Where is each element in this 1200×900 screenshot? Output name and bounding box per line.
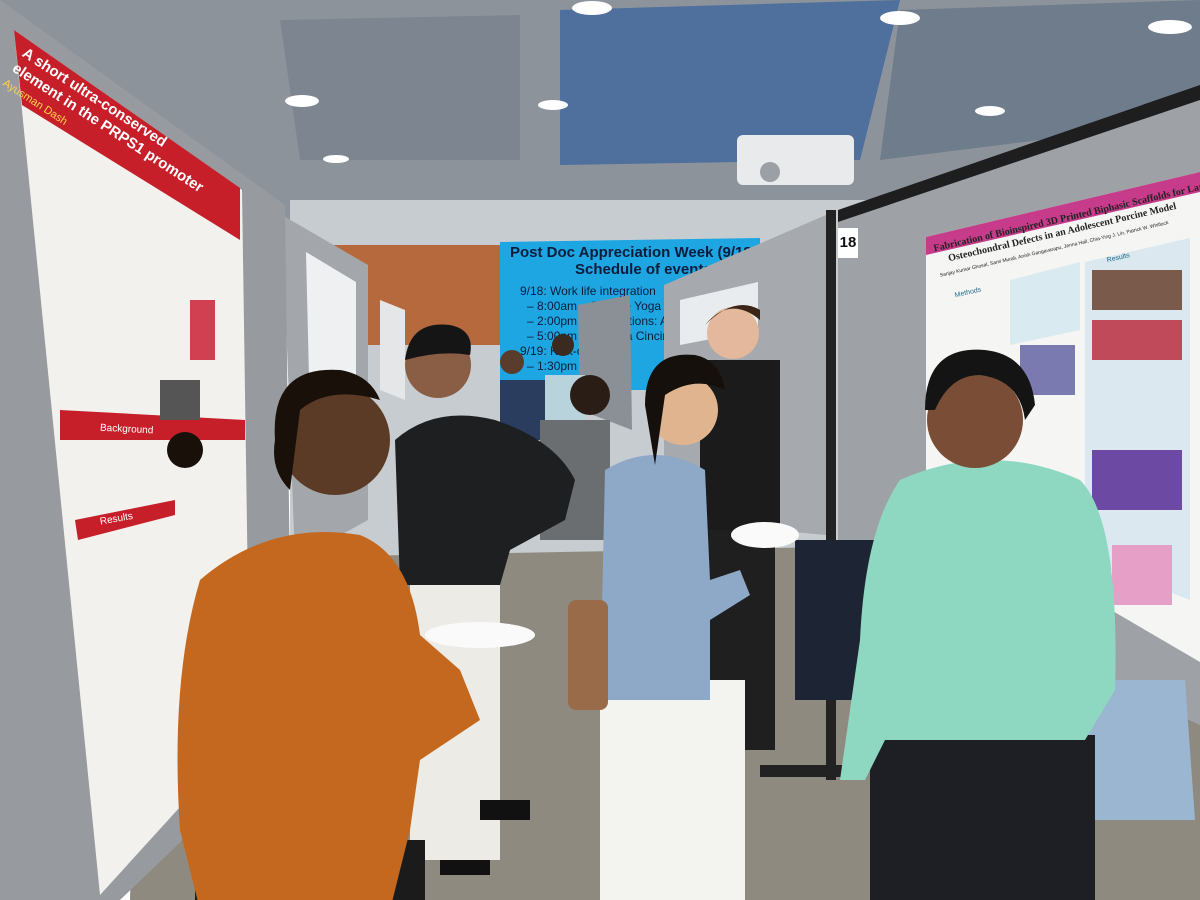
shape-circle — [500, 350, 524, 374]
shape-rect — [568, 600, 608, 710]
screen-subtitle: Schedule of events — [575, 261, 712, 278]
shape-path — [840, 460, 1116, 780]
shape-path — [705, 305, 760, 325]
shape-polygon — [1010, 262, 1080, 345]
shape-ellipse — [731, 522, 799, 548]
shape-ellipse — [538, 100, 568, 110]
shape-path — [500, 380, 545, 440]
screen-title: Post Doc Appreciation Week (9/18-9/2 — [510, 244, 778, 261]
shape-ellipse — [975, 106, 1005, 116]
shape-rect — [1092, 450, 1182, 510]
woman-blue-shirt — [568, 354, 799, 900]
shape-path — [700, 360, 780, 530]
shape-rect — [870, 735, 1095, 900]
shape-ellipse — [425, 622, 535, 648]
shape-circle — [570, 375, 610, 415]
shape-path — [645, 354, 725, 465]
shape-path — [600, 455, 750, 700]
shape-circle — [280, 385, 390, 495]
shape-path — [177, 532, 480, 900]
shape-circle — [167, 432, 203, 468]
shape-path — [395, 415, 575, 585]
shape-polygon — [926, 172, 1200, 255]
shape-ellipse — [572, 1, 612, 15]
shape-ellipse — [285, 95, 319, 107]
shape-circle — [707, 307, 759, 359]
shape-rect — [826, 210, 836, 780]
shape-rect — [760, 765, 860, 777]
shape-polygon — [75, 500, 175, 540]
shape-path — [925, 349, 1035, 420]
shape-path — [405, 324, 471, 360]
shape-path — [274, 369, 380, 490]
shape-rect — [1112, 545, 1172, 605]
man-mint-shirt — [840, 349, 1116, 900]
woman-orange-sweater — [167, 369, 535, 900]
shape-polygon — [14, 30, 240, 240]
shape-rect — [838, 228, 858, 258]
shape-path — [440, 800, 530, 875]
shape-rect — [1092, 320, 1182, 360]
shape-rect — [190, 300, 215, 360]
shape-ellipse — [880, 11, 920, 25]
shape-polygon — [380, 300, 405, 400]
poster-section: Background — [100, 423, 154, 437]
shape-rect — [737, 135, 854, 185]
board-number: 18 — [840, 234, 857, 251]
background-people — [500, 305, 1195, 820]
shape-path — [1085, 680, 1195, 820]
shape-rect — [160, 380, 200, 420]
schedule-line: – 1:30pm — [527, 359, 577, 373]
shape-polygon — [560, 0, 900, 165]
shape-circle — [927, 372, 1023, 468]
shape-circle — [552, 334, 574, 356]
shape-polygon — [280, 15, 520, 160]
schedule-line: 9/18: Work life integration — [520, 284, 656, 298]
shape-polygon — [838, 85, 1200, 222]
shape-ellipse — [1148, 20, 1192, 34]
shape-circle — [760, 162, 780, 182]
shape-rect — [1092, 270, 1182, 310]
shape-rect — [600, 680, 745, 900]
shape-ellipse — [323, 155, 349, 163]
